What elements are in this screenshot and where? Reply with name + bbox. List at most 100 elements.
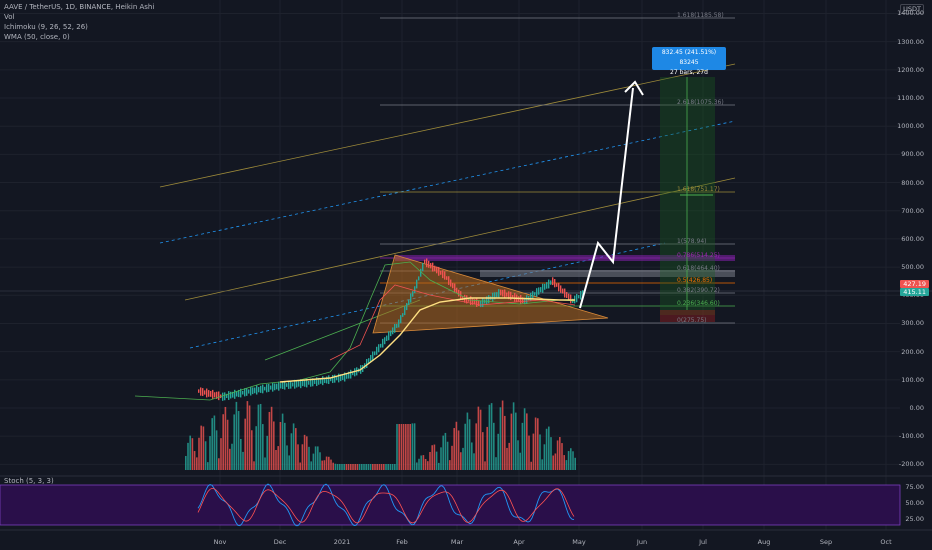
candle <box>264 386 266 391</box>
candle <box>294 379 296 389</box>
candle <box>282 381 284 389</box>
y-tick-label: 1100.00 <box>897 94 924 103</box>
fib-level-label: 1.618(1185.58) <box>677 12 724 19</box>
volume-bar <box>413 423 416 470</box>
volume-bar <box>354 464 356 470</box>
candle <box>272 382 274 392</box>
candle <box>398 319 400 328</box>
candle <box>438 266 440 276</box>
candle <box>478 300 480 306</box>
chart-grid <box>0 0 900 530</box>
candle <box>522 297 524 304</box>
candle <box>414 286 416 294</box>
candle <box>200 387 202 396</box>
indicator-wma[interactable]: WMA (50, close, 0) <box>4 33 70 41</box>
candle <box>246 387 248 396</box>
volume-bar <box>237 411 240 470</box>
volume-bar <box>570 448 572 470</box>
volume-bar <box>420 455 422 470</box>
candle <box>468 298 470 302</box>
volume-bar <box>508 442 510 470</box>
volume-bar <box>299 462 301 470</box>
volume-bar <box>539 434 541 470</box>
fib-level-label: 0.382(390.72) <box>677 287 720 294</box>
volume-bar <box>499 407 502 470</box>
volume-bar <box>565 460 568 470</box>
candle <box>530 292 532 301</box>
volume-bar <box>506 447 508 470</box>
y-tick-label: -200.00 <box>898 460 924 469</box>
candle <box>448 276 450 285</box>
indicator-ichimoku[interactable]: Ichimoku (9, 26, 52, 26) <box>4 23 88 31</box>
candle <box>374 351 376 356</box>
volume-bar <box>308 446 310 470</box>
volume-bar <box>416 462 418 470</box>
candle <box>260 385 262 393</box>
volume-bar <box>372 464 374 470</box>
volume-bar <box>376 464 378 470</box>
candle <box>340 374 342 382</box>
volume-bar <box>482 432 484 470</box>
candle <box>488 295 490 304</box>
volume-bar <box>242 451 244 470</box>
candle <box>472 297 474 305</box>
candle <box>440 270 442 275</box>
candle <box>292 382 294 387</box>
volume-bar <box>356 464 359 470</box>
volume-bar <box>411 423 414 470</box>
volume-bar <box>253 461 255 470</box>
candle <box>334 374 336 383</box>
candle <box>492 292 494 302</box>
volume-bar <box>244 418 246 470</box>
candle <box>216 391 218 399</box>
resistance-zone <box>395 255 735 261</box>
candle <box>348 371 350 379</box>
triangle-pattern <box>372 254 609 334</box>
indicator-vol[interactable]: Vol <box>4 13 15 21</box>
volume-bar <box>532 433 535 470</box>
candle <box>304 379 306 387</box>
candle <box>432 262 434 272</box>
candle <box>346 373 348 379</box>
indicator-stoch[interactable]: Stoch (5, 3, 3) <box>4 477 54 485</box>
candle <box>206 388 208 398</box>
volume-bar <box>422 455 425 470</box>
candle <box>540 287 542 293</box>
candle <box>482 298 484 308</box>
candle <box>242 390 244 395</box>
volume-bar <box>264 457 266 470</box>
volume-bar <box>297 444 299 470</box>
candle <box>354 368 356 377</box>
fib-level-label: 1.618(751.17) <box>677 186 720 193</box>
volume-bar <box>477 406 480 470</box>
volume-bar <box>295 428 297 470</box>
candle <box>368 358 370 364</box>
volume-bar <box>468 419 471 470</box>
volume-bar <box>446 441 449 470</box>
currency-label[interactable]: USDT <box>900 4 924 14</box>
candle <box>498 289 500 299</box>
candle <box>474 299 476 305</box>
volume-bar <box>495 457 497 470</box>
volume-bar <box>548 426 550 470</box>
candle <box>254 387 256 394</box>
candle <box>350 369 352 379</box>
candle <box>430 263 432 269</box>
volume-bar <box>574 457 576 470</box>
y-tick-label: 300.00 <box>901 319 924 328</box>
volume-bar <box>497 433 499 470</box>
volume-bar <box>541 459 543 470</box>
candle <box>312 378 314 387</box>
target-bubble: 832.45 (241.51%) 83245 27 bars, 27d <box>652 47 726 76</box>
stoch-tick-label: 25.00 <box>905 515 924 523</box>
candle <box>278 381 280 391</box>
volume-bar <box>358 464 361 470</box>
volume-bar <box>429 451 431 470</box>
volume-bar <box>464 423 466 470</box>
candle <box>514 293 516 302</box>
volume-bar <box>554 453 557 470</box>
candle <box>214 392 216 398</box>
candle <box>424 259 426 264</box>
volume-bar <box>556 440 559 470</box>
